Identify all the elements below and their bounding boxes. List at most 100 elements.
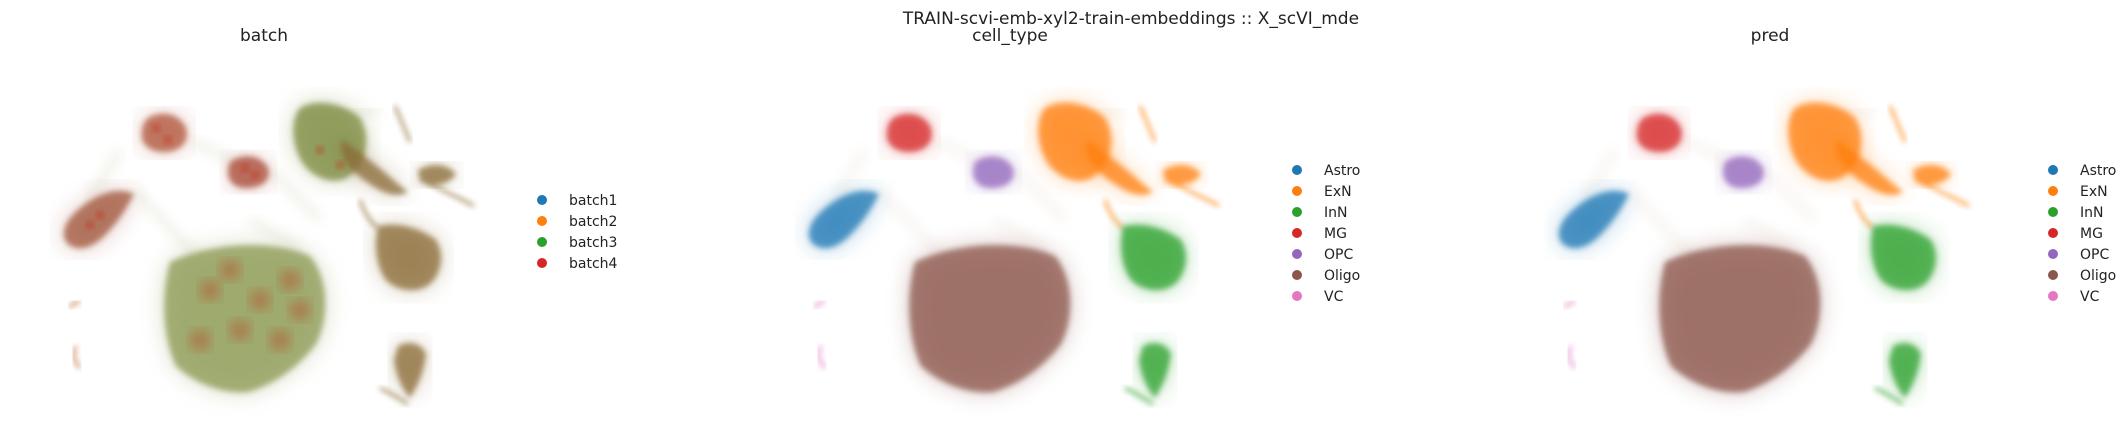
cluster-inn2 <box>1139 343 1171 398</box>
legend-1: batch1 batch2 batch3 batch4 <box>537 193 618 272</box>
cluster-oligo <box>909 245 1071 393</box>
cluster-vc1 <box>817 345 827 370</box>
cluster-opc <box>1722 156 1764 188</box>
legend-marker <box>1292 228 1302 238</box>
scatter-area-1 <box>63 102 475 406</box>
cluster-ex4 <box>1888 105 1907 143</box>
scatter-area-3 <box>1558 102 1970 406</box>
legend-label: VC <box>2080 289 2100 305</box>
legend-2: Astro ExN InN MG OPC Oligo VC <box>1292 163 1360 305</box>
cluster-ex4 <box>393 105 412 143</box>
legend-item: Oligo <box>2048 268 2116 284</box>
legend-item: MG <box>2048 226 2103 242</box>
panel-title-1: batch <box>240 26 288 46</box>
cluster-ex3 <box>418 165 456 185</box>
legend-item: Oligo <box>1292 268 1360 284</box>
cluster-ex3 <box>1163 165 1201 185</box>
legend-marker <box>1292 291 1302 301</box>
cluster-exStreak <box>1922 180 1970 208</box>
legend-marker <box>2048 186 2058 196</box>
chart-panel-1: batch batch1 batch2 batch3 batch4 <box>63 26 618 406</box>
cluster-ex2 <box>1086 140 1153 195</box>
legend-label: ExN <box>2080 184 2108 200</box>
legend-item: VC <box>2048 289 2100 305</box>
legend-marker <box>537 216 547 226</box>
cluster-opc <box>227 156 269 188</box>
legend-marker <box>537 195 547 205</box>
cluster-inn1 <box>376 224 441 291</box>
cluster-inn2 <box>394 343 426 398</box>
legend-label: VC <box>1324 289 1344 305</box>
legend-marker <box>1292 249 1302 259</box>
legend-label: MG <box>2080 226 2103 242</box>
cluster-mg <box>886 113 932 152</box>
legend-item: InN <box>1292 205 1347 221</box>
legend-item: batch1 <box>537 193 617 209</box>
cluster-exStreak <box>1172 180 1220 208</box>
cluster-vc1 <box>72 345 82 370</box>
figure-title: TRAIN-scvi-emb-xyl2-train-embeddings :: … <box>902 9 1359 29</box>
legend-marker <box>2048 165 2058 175</box>
legend-label: Astro <box>1324 163 1360 179</box>
legend-label: batch4 <box>569 256 618 272</box>
cluster-opc <box>972 156 1014 188</box>
cluster-ex4 <box>1138 105 1157 143</box>
legend-item: MG <box>1292 226 1347 242</box>
scatter-area-2 <box>808 102 1220 406</box>
cluster-ex2 <box>341 140 408 195</box>
legend-item: batch2 <box>537 214 617 230</box>
cluster-oligo <box>1659 245 1821 393</box>
legend-marker <box>2048 207 2058 217</box>
legend-item: OPC <box>1292 247 1353 263</box>
legend-label: Oligo <box>2080 268 2116 284</box>
legend-marker <box>537 237 547 247</box>
cluster-vc2 <box>1563 300 1576 309</box>
legend-item: InN <box>2048 205 2103 221</box>
legend-item: OPC <box>2048 247 2109 263</box>
cluster-inn2 <box>1889 343 1921 398</box>
legend-label: batch1 <box>569 193 617 209</box>
legend-marker <box>2048 228 2058 238</box>
legend-label: InN <box>1324 205 1347 221</box>
cluster-ex5 <box>358 199 379 230</box>
legend-label: ExN <box>1324 184 1352 200</box>
legend-marker <box>1292 207 1302 217</box>
legend-label: batch3 <box>569 235 617 251</box>
panel-title-3: pred <box>1751 26 1790 46</box>
batch-mix-speckle <box>86 124 344 350</box>
legend-label: Astro <box>2080 163 2116 179</box>
chart-panel-3: pred Astro ExN InN MG OPC Oligo VC <box>1558 26 2116 406</box>
cluster-vc1 <box>1567 345 1577 370</box>
cluster-inn3 <box>379 386 409 406</box>
legend-marker <box>1292 165 1302 175</box>
legend-marker <box>1292 186 1302 196</box>
cluster-ex5 <box>1103 199 1124 230</box>
legend-marker <box>2048 291 2058 301</box>
legend-label: OPC <box>1324 247 1353 263</box>
legend-label: batch2 <box>569 214 617 230</box>
legend-marker <box>537 258 547 268</box>
legend-marker <box>2048 270 2058 280</box>
cluster-astro <box>808 190 879 249</box>
legend-item: VC <box>1292 289 1344 305</box>
legend-marker <box>1292 270 1302 280</box>
chart-panel-2: cell_type Astro ExN InN MG OPC Oligo VC <box>808 26 1360 406</box>
legend-item: ExN <box>1292 184 1352 200</box>
legend-label: OPC <box>2080 247 2109 263</box>
cluster-mg <box>1636 113 1682 152</box>
legend-item: Astro <box>1292 163 1360 179</box>
panel-title-2: cell_type <box>972 26 1048 46</box>
cluster-astro <box>63 190 135 249</box>
cluster-inn1 <box>1871 224 1936 291</box>
cluster-inn3 <box>1124 386 1154 406</box>
cluster-inn1 <box>1121 224 1186 291</box>
cluster-ex2 <box>1836 140 1903 195</box>
legend-item: batch4 <box>537 256 618 272</box>
legend-label: Oligo <box>1324 268 1360 284</box>
legend-item: ExN <box>2048 184 2108 200</box>
cluster-inn3 <box>1874 386 1904 406</box>
legend-item: Astro <box>2048 163 2116 179</box>
cluster-exStreak <box>427 180 475 208</box>
cluster-vc2 <box>68 300 81 309</box>
